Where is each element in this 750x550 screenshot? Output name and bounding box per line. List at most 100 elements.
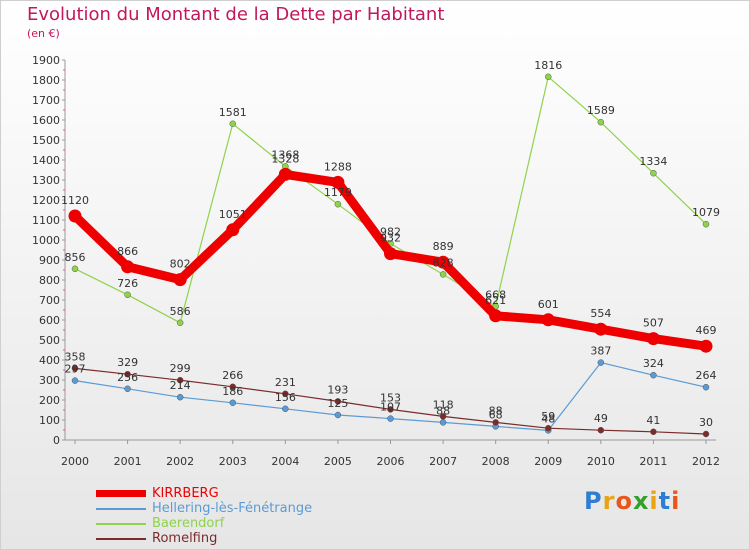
data-point xyxy=(594,322,608,336)
x-tick-label: 2008 xyxy=(482,455,510,468)
data-point xyxy=(436,255,450,269)
data-point xyxy=(282,390,289,398)
data-point xyxy=(173,273,187,287)
logo-letter: i xyxy=(649,487,659,515)
data-label: 932 xyxy=(380,232,401,245)
data-point xyxy=(650,428,657,436)
data-point xyxy=(650,371,657,379)
legend-item: Hellering-lès-Fénétrange xyxy=(96,501,312,516)
data-labels-layer: 856 726 586 1581 1368 1179 982 828 668 1816 1589 13… xyxy=(61,59,720,429)
data-point xyxy=(545,424,552,432)
y-tick-label: 900 xyxy=(39,254,60,267)
data-point xyxy=(439,413,447,420)
data-label: 88 xyxy=(436,404,450,417)
data-point xyxy=(387,406,394,413)
y-tick-label: 300 xyxy=(39,374,60,387)
data-point xyxy=(702,220,710,228)
data-point xyxy=(439,271,447,278)
series-layer xyxy=(68,73,713,438)
data-label: 1589 xyxy=(587,104,615,117)
logo-letter: i xyxy=(671,487,681,515)
data-label: 601 xyxy=(538,298,559,311)
data-label: 107 xyxy=(380,401,401,414)
chart-title: Evolution du Montant de la Dette par Hab… xyxy=(27,4,445,25)
data-point xyxy=(334,200,342,208)
data-point xyxy=(176,319,184,327)
y-tick-label: 100 xyxy=(39,414,60,427)
data-label: 299 xyxy=(170,362,191,375)
data-label: 1120 xyxy=(61,194,89,207)
y-tick-label: 400 xyxy=(39,354,60,367)
data-point xyxy=(492,419,499,426)
x-tick-label: 2006 xyxy=(377,455,405,468)
data-label: 358 xyxy=(65,350,86,363)
y-tick-label: 500 xyxy=(39,334,60,347)
data-point xyxy=(597,118,605,126)
data-label: 88 xyxy=(489,404,503,417)
x-tick-label: 2011 xyxy=(639,455,667,468)
data-point xyxy=(176,376,184,384)
legend-item: Romelfing xyxy=(96,531,312,546)
logo-letter: t xyxy=(658,487,672,515)
data-label: 1051 xyxy=(219,208,247,221)
data-label: 118 xyxy=(433,398,454,411)
legend-swatch xyxy=(96,507,146,510)
data-label: 125 xyxy=(327,397,348,410)
data-point xyxy=(334,411,342,419)
data-label: 1288 xyxy=(324,160,352,173)
data-label: 193 xyxy=(327,383,348,396)
data-point xyxy=(229,120,236,128)
data-label: 387 xyxy=(590,345,611,358)
data-label: 186 xyxy=(222,385,243,398)
y-tick-label: 700 xyxy=(39,294,60,307)
data-label: 266 xyxy=(222,369,243,382)
legend-label: Baerendorf xyxy=(152,516,225,531)
y-tick-label: 600 xyxy=(39,314,60,327)
data-label: 828 xyxy=(433,256,454,269)
y-tick-label: 1800 xyxy=(32,74,60,87)
data-point xyxy=(226,223,240,237)
data-point xyxy=(124,291,131,299)
legend-label: Hellering-lès-Fénétrange xyxy=(152,501,313,516)
data-point xyxy=(71,365,79,372)
data-label: 1368 xyxy=(271,148,299,161)
y-tick-label: 1600 xyxy=(32,114,60,127)
data-point xyxy=(229,399,236,407)
x-tick-label: 2003 xyxy=(219,455,247,468)
data-label: 866 xyxy=(117,245,138,258)
proxiti-logo: Proxiti xyxy=(584,487,680,515)
logo-letter: x xyxy=(632,487,650,515)
data-point xyxy=(699,339,713,353)
data-point xyxy=(331,175,345,189)
data-label: 153 xyxy=(380,391,401,404)
x-tick-label: 2004 xyxy=(271,455,299,468)
data-point xyxy=(68,209,82,223)
logo-letter: P xyxy=(584,487,603,515)
x-tick-label: 2007 xyxy=(429,455,457,468)
data-label: 264 xyxy=(696,369,717,382)
data-label: 256 xyxy=(117,371,138,384)
data-point xyxy=(71,377,79,384)
data-label: 49 xyxy=(594,412,608,425)
data-label: 30 xyxy=(699,416,713,429)
data-label: 668 xyxy=(485,288,506,301)
chart-axes: 0 100 200 300 400 500 600 700 800 900 1000 1100 1200… xyxy=(32,54,720,468)
x-tick-label: 2009 xyxy=(534,455,562,468)
x-tick-label: 2005 xyxy=(324,455,352,468)
data-label: 1816 xyxy=(534,59,562,72)
legend-swatch xyxy=(96,490,146,497)
data-label: 856 xyxy=(65,251,86,264)
data-point xyxy=(124,385,131,393)
data-label: 41 xyxy=(646,414,660,427)
legend-swatch xyxy=(96,537,146,540)
data-label: 68 xyxy=(489,408,503,421)
x-tick-label: 2000 xyxy=(61,455,89,468)
x-tick-label: 2002 xyxy=(166,455,194,468)
data-point xyxy=(702,430,710,438)
data-label: 214 xyxy=(170,379,191,392)
data-point xyxy=(334,398,342,405)
data-label: 297 xyxy=(65,363,86,376)
y-tick-label: 1500 xyxy=(32,134,60,147)
data-label: 231 xyxy=(275,376,296,389)
logo-letter: o xyxy=(615,487,633,515)
